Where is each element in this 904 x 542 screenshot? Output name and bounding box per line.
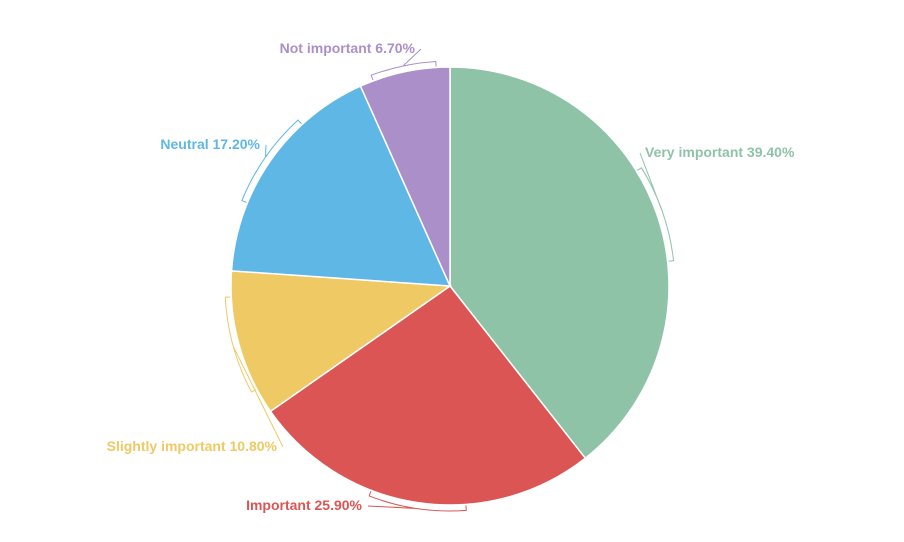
leader-line-neutral xyxy=(241,119,302,203)
slice-label-very-important: Very important 39.40% xyxy=(645,144,795,160)
slice-label-slightly-important: Slightly important 10.80% xyxy=(107,438,278,454)
leader-line-not-important xyxy=(370,48,437,81)
slice-label-not-important: Not important 6.70% xyxy=(280,40,416,56)
pie-slice-not-important xyxy=(359,66,451,287)
slice-label-important: Important 25.90% xyxy=(246,497,362,513)
leader-line-important xyxy=(367,491,467,512)
leader-line-very-important xyxy=(636,152,675,262)
leader-line-slightly-important xyxy=(224,296,284,448)
pie-slice-slightly-important xyxy=(230,270,453,413)
leader-lines xyxy=(224,48,675,512)
pie-slice-very-important xyxy=(449,66,670,460)
pie-slices xyxy=(230,66,670,506)
pie-slice-neutral xyxy=(230,85,452,287)
slice-labels: Very important 39.40% Important 25.90% Sli… xyxy=(107,40,795,513)
pie-slice-important xyxy=(269,284,587,506)
slice-label-neutral: Neutral 17.20% xyxy=(160,136,260,152)
